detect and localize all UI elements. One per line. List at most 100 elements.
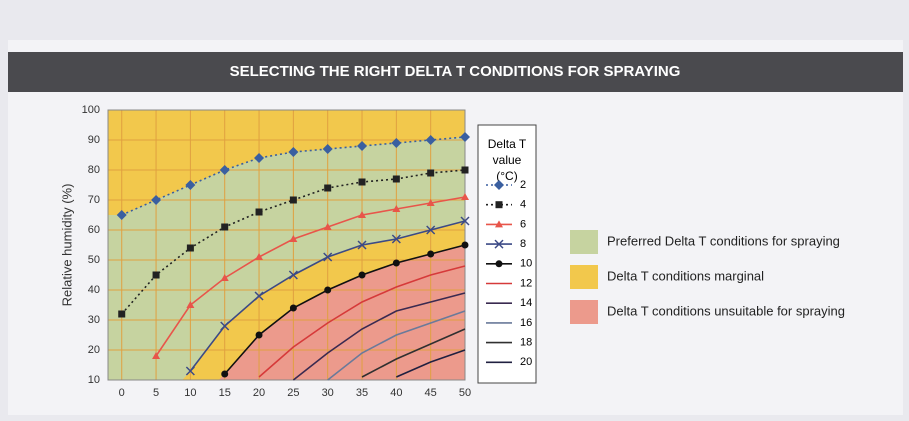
x-tick-label: 40 <box>390 387 402 399</box>
legend-label: 12 <box>520 277 532 289</box>
data-point <box>254 153 265 163</box>
legend-marker <box>494 239 504 249</box>
y-tick-label: 10 <box>88 374 100 386</box>
x-tick-label: 50 <box>459 387 471 399</box>
data-point <box>220 274 229 281</box>
legend-label: 2 <box>520 179 526 191</box>
data-point <box>186 301 195 308</box>
series-line <box>121 169 466 315</box>
data-point <box>324 286 332 294</box>
data-point <box>322 144 333 154</box>
x-tick-label: 5 <box>153 387 159 399</box>
data-point <box>116 210 127 220</box>
region-label: Preferred Delta T conditions for sprayin… <box>607 233 840 248</box>
data-point <box>391 234 401 244</box>
series-line <box>258 265 466 378</box>
legend-marker <box>495 201 503 209</box>
region-swatch <box>570 230 598 254</box>
data-point <box>461 166 469 174</box>
data-point <box>288 270 298 280</box>
data-point <box>461 241 469 249</box>
data-point <box>461 193 469 200</box>
legend-label: 16 <box>520 317 532 329</box>
data-point <box>219 165 230 175</box>
series-line <box>396 349 466 378</box>
data-point <box>427 169 435 177</box>
data-point <box>185 366 195 376</box>
data-point <box>186 244 194 252</box>
data-point <box>358 271 366 279</box>
x-tick-label: 20 <box>253 387 265 399</box>
data-point <box>324 184 332 192</box>
legend-label: 20 <box>520 356 532 368</box>
data-point <box>460 216 470 226</box>
legend-label: 10 <box>520 258 532 270</box>
data-point <box>152 352 161 359</box>
legend-marker <box>494 180 504 190</box>
legend-marker <box>495 260 503 268</box>
region-label: Delta T conditions unsuitable for sprayi… <box>607 303 845 318</box>
data-point <box>391 138 402 148</box>
data-point <box>357 240 367 250</box>
data-point <box>118 310 126 318</box>
data-point <box>289 304 297 312</box>
legend-label: 6 <box>520 218 526 230</box>
x-tick-label: 30 <box>322 387 334 399</box>
title-band <box>8 52 903 92</box>
data-point <box>323 223 332 230</box>
series-line <box>224 244 466 375</box>
data-point <box>185 180 196 190</box>
series-line <box>327 310 466 381</box>
data-point <box>288 147 299 157</box>
legend-label: 14 <box>520 297 532 309</box>
region-swatch <box>570 300 598 324</box>
x-tick-label: 0 <box>119 387 125 399</box>
y-tick-label: 100 <box>82 104 100 116</box>
x-tick-label: 45 <box>425 387 437 399</box>
data-point <box>221 223 229 231</box>
data-point <box>220 321 230 331</box>
legend-marker <box>495 220 503 228</box>
y-axis-label: Relative humidity (%) <box>59 184 74 307</box>
y-tick-label: 20 <box>88 344 100 356</box>
region-preferred <box>108 137 465 380</box>
data-point <box>323 252 333 262</box>
x-tick-label: 25 <box>287 387 299 399</box>
data-point <box>358 211 367 218</box>
data-point <box>357 141 368 151</box>
data-point <box>425 135 436 145</box>
y-tick-label: 30 <box>88 314 100 326</box>
data-point <box>254 291 264 301</box>
x-tick-label: 15 <box>219 387 231 399</box>
data-point <box>460 132 470 142</box>
data-point <box>255 253 264 260</box>
series-line <box>292 292 466 381</box>
data-point <box>221 370 229 378</box>
data-point <box>392 205 401 212</box>
x-tick-label: 35 <box>356 387 368 399</box>
data-point <box>358 178 366 186</box>
data-point <box>289 196 297 204</box>
data-point <box>392 259 400 267</box>
region-unsuitable <box>218 245 465 380</box>
data-point <box>426 225 436 235</box>
series-line <box>361 328 466 378</box>
data-point <box>151 195 162 205</box>
y-tick-label: 60 <box>88 224 100 236</box>
data-point <box>255 331 263 339</box>
data-point <box>152 271 160 279</box>
legend-label: 18 <box>520 337 532 349</box>
y-tick-label: 70 <box>88 194 100 206</box>
y-tick-label: 40 <box>88 284 100 296</box>
y-tick-label: 90 <box>88 134 100 146</box>
data-point <box>255 208 263 216</box>
y-tick-label: 50 <box>88 254 100 266</box>
y-tick-label: 80 <box>88 164 100 176</box>
region-label: Delta T conditions marginal <box>607 268 764 283</box>
data-point <box>289 235 298 242</box>
legend-box <box>477 124 537 384</box>
chart-title: SELECTING THE RIGHT DELTA T CONDITIONS F… <box>230 63 681 80</box>
